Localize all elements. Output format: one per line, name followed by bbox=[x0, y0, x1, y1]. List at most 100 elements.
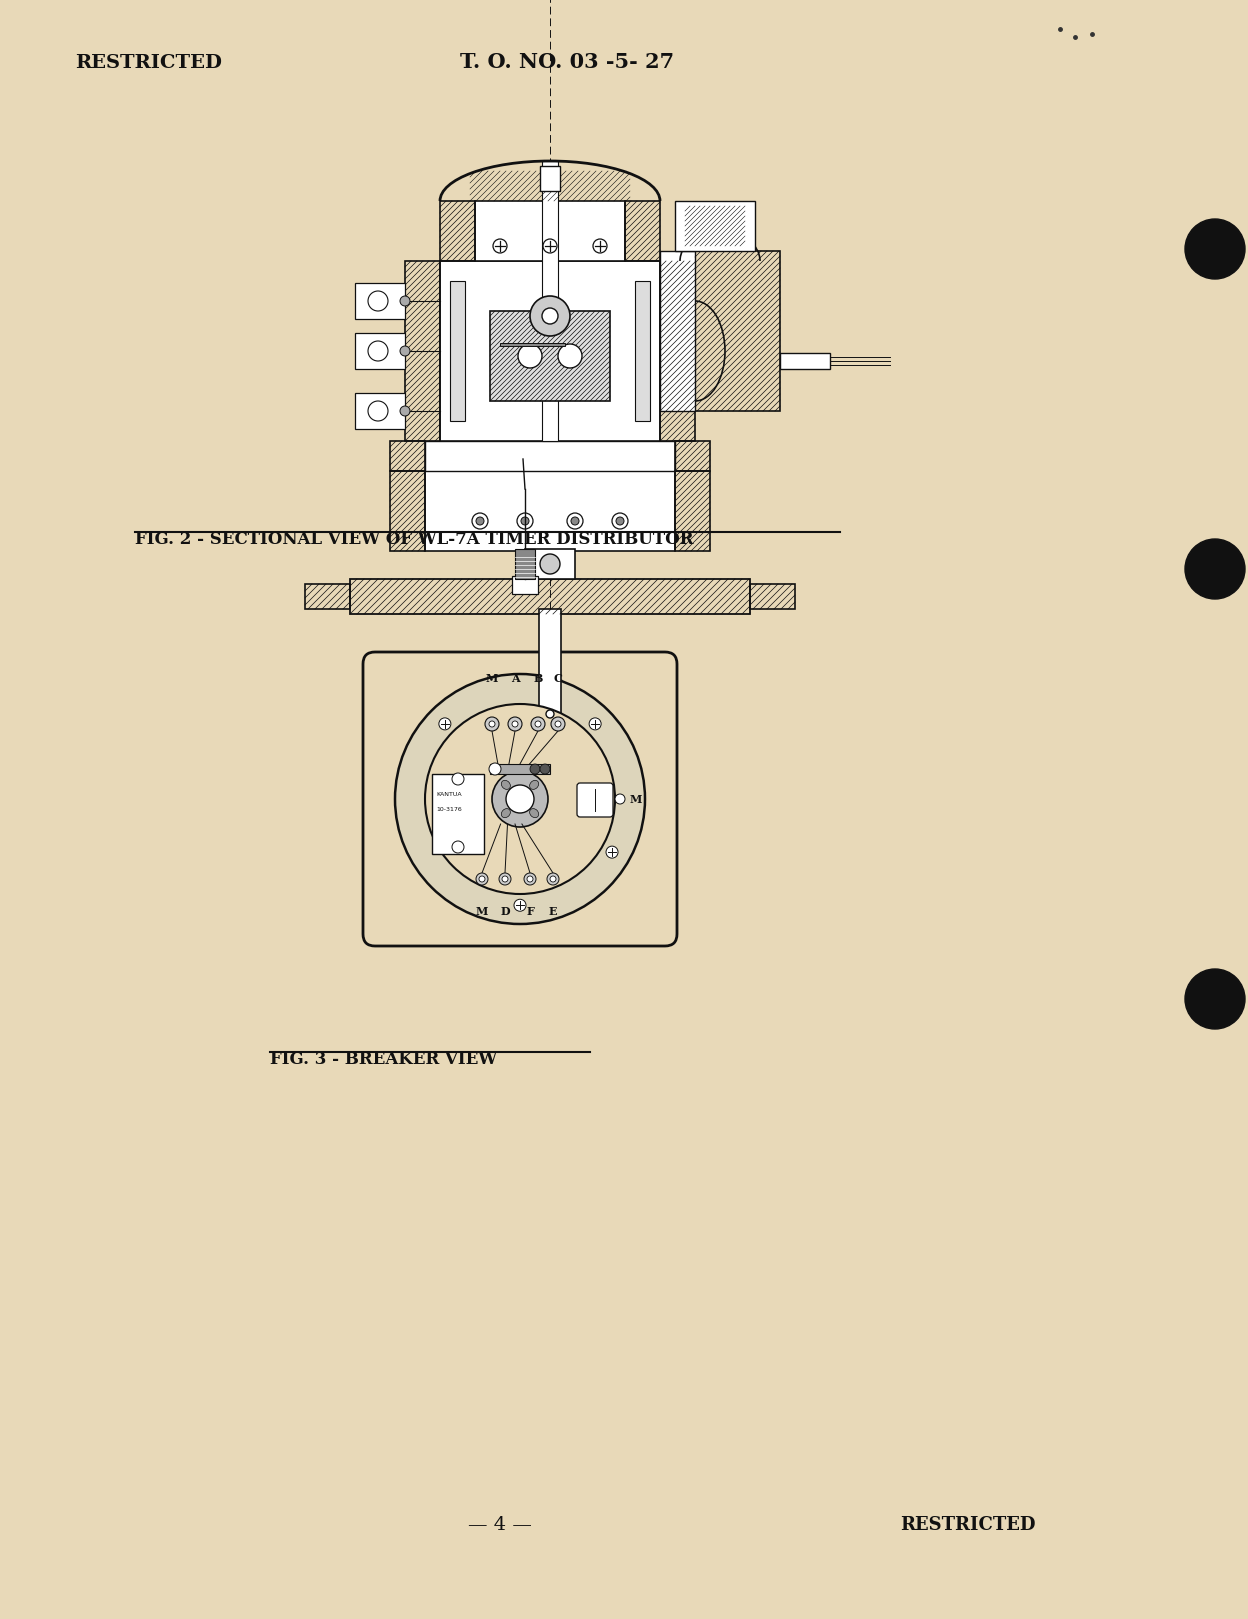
Circle shape bbox=[1186, 539, 1246, 599]
Circle shape bbox=[475, 873, 488, 886]
Bar bbox=[490, 311, 610, 402]
Bar bbox=[750, 584, 795, 609]
Circle shape bbox=[479, 876, 485, 882]
Circle shape bbox=[502, 876, 508, 882]
Circle shape bbox=[530, 717, 545, 732]
Circle shape bbox=[607, 847, 618, 858]
Circle shape bbox=[535, 720, 540, 727]
Circle shape bbox=[475, 516, 484, 525]
Circle shape bbox=[452, 772, 464, 785]
Circle shape bbox=[540, 764, 550, 774]
Circle shape bbox=[493, 240, 507, 253]
Bar bbox=[695, 251, 780, 411]
Circle shape bbox=[401, 406, 411, 416]
Bar bbox=[470, 172, 630, 201]
FancyBboxPatch shape bbox=[577, 784, 613, 818]
Bar bbox=[475, 201, 625, 261]
Circle shape bbox=[547, 873, 559, 886]
Circle shape bbox=[552, 717, 565, 732]
Circle shape bbox=[615, 793, 625, 805]
Circle shape bbox=[492, 771, 548, 827]
Text: RESTRICTED: RESTRICTED bbox=[900, 1515, 1036, 1533]
Text: RESTRICTED: RESTRICTED bbox=[75, 53, 222, 71]
Bar bbox=[451, 282, 466, 421]
Bar bbox=[540, 167, 560, 191]
Bar bbox=[432, 774, 484, 853]
Circle shape bbox=[368, 342, 388, 361]
Text: A: A bbox=[510, 674, 519, 683]
Circle shape bbox=[593, 240, 607, 253]
Bar bbox=[675, 440, 710, 471]
Bar bbox=[625, 201, 660, 261]
Circle shape bbox=[589, 717, 602, 730]
Circle shape bbox=[472, 513, 488, 529]
Circle shape bbox=[617, 516, 624, 525]
Text: KANTUA: KANTUA bbox=[436, 792, 462, 797]
Circle shape bbox=[401, 346, 411, 356]
Bar bbox=[660, 261, 695, 440]
Ellipse shape bbox=[502, 780, 510, 790]
Circle shape bbox=[542, 308, 558, 324]
Text: C: C bbox=[554, 674, 563, 683]
Text: F: F bbox=[527, 907, 534, 916]
Circle shape bbox=[555, 720, 562, 727]
Circle shape bbox=[485, 717, 499, 732]
Bar bbox=[441, 201, 475, 261]
Bar bbox=[426, 440, 675, 471]
Circle shape bbox=[558, 343, 582, 368]
Circle shape bbox=[1186, 970, 1246, 1030]
Bar bbox=[512, 576, 538, 594]
Bar bbox=[389, 471, 426, 550]
Bar bbox=[525, 549, 575, 580]
Circle shape bbox=[489, 720, 495, 727]
Circle shape bbox=[524, 873, 535, 886]
Bar bbox=[426, 471, 675, 550]
Circle shape bbox=[1186, 219, 1246, 278]
Circle shape bbox=[543, 240, 557, 253]
Circle shape bbox=[512, 720, 518, 727]
Text: D: D bbox=[500, 907, 510, 916]
Circle shape bbox=[517, 513, 533, 529]
Ellipse shape bbox=[529, 808, 539, 818]
Ellipse shape bbox=[529, 780, 539, 790]
Circle shape bbox=[368, 291, 388, 311]
Text: 10-3176: 10-3176 bbox=[436, 806, 462, 811]
Circle shape bbox=[505, 785, 534, 813]
FancyBboxPatch shape bbox=[363, 652, 676, 945]
Text: M: M bbox=[485, 674, 498, 683]
Circle shape bbox=[396, 674, 645, 924]
Circle shape bbox=[540, 554, 560, 575]
Circle shape bbox=[489, 763, 500, 776]
Text: FIG. 3 - BREAKER VIEW: FIG. 3 - BREAKER VIEW bbox=[270, 1051, 497, 1069]
Text: T. O. NO. 03 -5- 27: T. O. NO. 03 -5- 27 bbox=[461, 52, 674, 71]
Text: FIG. 2 - SECTIONAL VIEW OF WL-7A TIMER DISTRIBUTOR: FIG. 2 - SECTIONAL VIEW OF WL-7A TIMER D… bbox=[135, 531, 694, 547]
Bar bbox=[635, 282, 650, 421]
Circle shape bbox=[550, 876, 557, 882]
Circle shape bbox=[612, 513, 628, 529]
Bar bbox=[389, 440, 426, 471]
Bar bbox=[354, 334, 406, 369]
Bar bbox=[675, 201, 755, 251]
Circle shape bbox=[368, 402, 388, 421]
Polygon shape bbox=[500, 343, 565, 346]
Circle shape bbox=[452, 840, 464, 853]
Bar bbox=[675, 471, 710, 550]
Bar bbox=[515, 549, 535, 580]
Text: M: M bbox=[475, 907, 488, 916]
Text: B: B bbox=[533, 674, 543, 683]
Circle shape bbox=[514, 899, 525, 911]
Circle shape bbox=[426, 704, 615, 894]
Circle shape bbox=[518, 343, 542, 368]
Circle shape bbox=[547, 711, 554, 717]
Bar bbox=[660, 251, 695, 411]
Bar bbox=[685, 206, 745, 246]
Circle shape bbox=[527, 876, 533, 882]
Bar bbox=[406, 261, 441, 440]
Text: M: M bbox=[630, 793, 643, 805]
Circle shape bbox=[530, 764, 540, 774]
Bar bbox=[354, 283, 406, 319]
Circle shape bbox=[520, 516, 529, 525]
Circle shape bbox=[567, 513, 583, 529]
Circle shape bbox=[439, 717, 451, 730]
Bar bbox=[354, 393, 406, 429]
